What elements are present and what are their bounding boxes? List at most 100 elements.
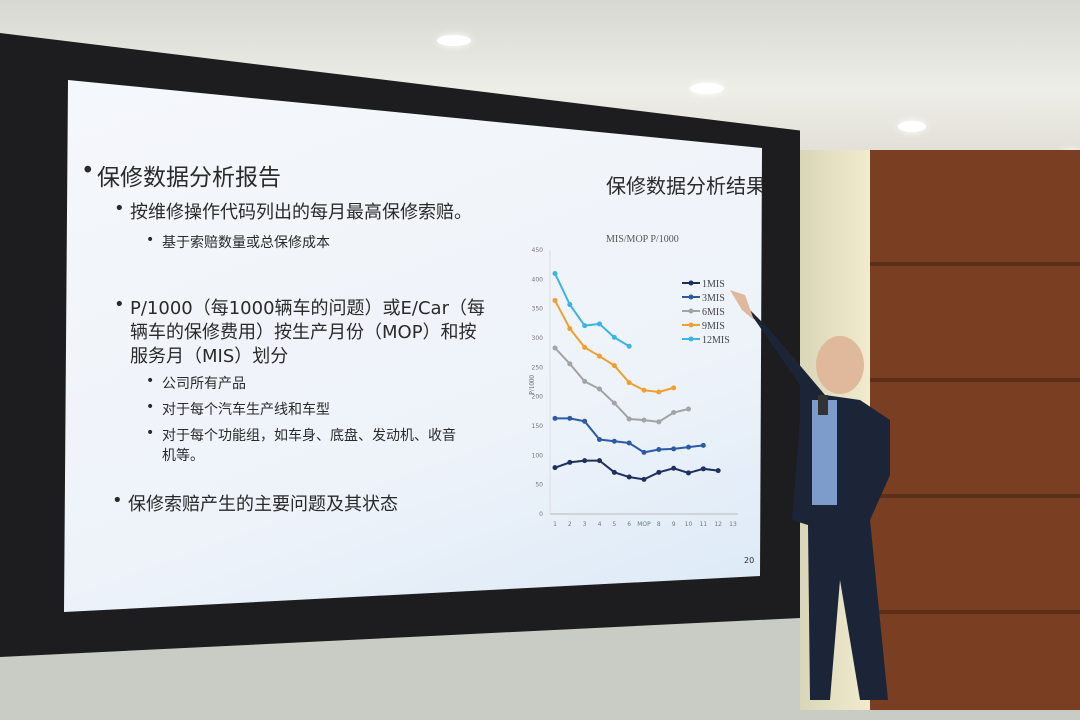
- slide-right-heading: 保修数据分析结果: [606, 174, 766, 198]
- x-tick-label: 1: [553, 521, 557, 528]
- data-point-12MIS: [567, 302, 573, 308]
- y-tick-label: 50: [535, 482, 543, 489]
- data-point-1MIS: [715, 468, 721, 474]
- data-point-6MIS: [597, 386, 602, 392]
- x-tick-label: 10: [685, 521, 693, 528]
- data-point-3MIS: [567, 415, 573, 421]
- data-point-1MIS: [597, 458, 602, 464]
- bullet: 保修索赔产生的主要问题及其状态: [112, 490, 398, 516]
- data-point-9MIS: [567, 326, 573, 332]
- data-point-6MIS: [567, 361, 573, 367]
- data-point-1MIS: [567, 459, 573, 465]
- y-axis-label: P/1000: [528, 375, 536, 395]
- page-number: 20: [744, 556, 755, 565]
- line-chart: MIS/MOP P/1000 P/1000 0 50 100 150 200 250 300…: [528, 234, 738, 528]
- x-tick-label: 12: [714, 521, 722, 528]
- x-tick-label: 6: [627, 521, 631, 528]
- data-point-1MIS: [686, 470, 691, 476]
- data-point-1MIS: [656, 469, 662, 475]
- chart-title: MIS/MOP P/1000: [606, 234, 679, 245]
- data-point-1MIS: [626, 474, 632, 480]
- data-point-6MIS: [686, 406, 691, 412]
- series-line-3MIS: [555, 417, 704, 454]
- data-point-6MIS: [611, 400, 617, 406]
- data-point-9MIS: [641, 387, 647, 393]
- bullet: P/1000（每1000辆车的问题）或E/Car（每: [114, 294, 485, 320]
- sub-bullet: 对于每个汽车生产线和车型: [146, 399, 330, 419]
- data-point-3MIS: [611, 438, 617, 444]
- data-point-3MIS: [626, 440, 632, 446]
- x-tick-label: 9: [672, 521, 676, 528]
- ceiling-light: [690, 83, 724, 94]
- y-tick-label: 350: [532, 306, 544, 313]
- data-point-9MIS: [552, 297, 558, 303]
- legend-label: 12MIS: [702, 335, 730, 346]
- data-point-3MIS: [671, 446, 677, 452]
- data-point-3MIS: [656, 446, 662, 452]
- data-point-1MIS: [700, 466, 706, 472]
- legend-label: 6MIS: [702, 307, 725, 318]
- sub-bullet: 对于每个功能组，如车身、底盘、发动机、收音: [146, 425, 456, 445]
- x-tick-label: 8: [657, 521, 661, 528]
- legend-marker: [688, 336, 694, 342]
- sub-bullet-continued: 机等。: [162, 448, 204, 464]
- data-point-9MIS: [597, 353, 602, 359]
- data-point-9MIS: [626, 380, 632, 386]
- y-tick-label: 100: [532, 452, 544, 459]
- y-tick-label: 0: [539, 511, 543, 518]
- bullet-continued: 辆车的保修费用）按生产月份（MOP）和按: [130, 322, 477, 343]
- series-line-1MIS: [554, 459, 719, 481]
- data-point-1MIS: [671, 465, 677, 471]
- x-tick-label: 2: [568, 521, 572, 528]
- data-point-12MIS: [626, 343, 632, 349]
- y-tick-label: 400: [532, 276, 544, 283]
- data-point-6MIS: [552, 345, 558, 351]
- data-point-12MIS: [597, 321, 602, 327]
- data-point-3MIS: [641, 449, 647, 455]
- legend-label: 3MIS: [702, 293, 725, 304]
- data-point-1MIS: [641, 476, 647, 482]
- x-tick-label: MOP: [637, 521, 651, 528]
- data-point-1MIS: [611, 469, 617, 475]
- wood-panel-wall: [870, 150, 1080, 710]
- series-line-12MIS: [554, 273, 630, 348]
- data-point-1MIS: [582, 458, 588, 464]
- slide-heading: 保修数据分析报告: [81, 158, 281, 192]
- sub-bullet: 公司所有产品: [146, 373, 246, 393]
- data-point-6MIS: [582, 378, 588, 384]
- data-point-12MIS: [582, 323, 588, 329]
- data-point-3MIS: [552, 415, 558, 421]
- data-point-3MIS: [597, 436, 602, 442]
- bullet: 按维修操作代码列出的每月最高保修索赔。: [114, 198, 472, 224]
- y-tick-label: 450: [532, 247, 544, 254]
- x-tick-label: 11: [700, 521, 708, 528]
- data-point-6MIS: [641, 417, 647, 423]
- series-line-9MIS: [554, 299, 674, 393]
- legend-label: 9MIS: [702, 321, 725, 332]
- x-tick-label: 5: [612, 521, 616, 528]
- ceiling-light: [898, 121, 926, 132]
- x-tick-label: 4: [598, 521, 602, 528]
- y-tick-label: 250: [532, 364, 544, 371]
- data-point-9MIS: [582, 344, 588, 350]
- legend-marker: [688, 294, 694, 300]
- legend-marker: [688, 322, 694, 328]
- legend-label: 1MIS: [702, 279, 725, 290]
- legend-marker: [688, 280, 694, 286]
- presenter: [730, 290, 890, 700]
- data-point-12MIS: [552, 270, 558, 276]
- ceiling-light: [437, 35, 471, 46]
- data-point-3MIS: [686, 444, 691, 450]
- y-tick-label: 300: [532, 335, 544, 342]
- data-point-3MIS: [582, 418, 588, 424]
- data-point-9MIS: [656, 389, 662, 395]
- x-tick-label: 3: [583, 521, 587, 528]
- data-point-9MIS: [611, 363, 617, 369]
- sub-bullet: 基于索赔数量或总保修成本: [146, 232, 330, 252]
- series-line-6MIS: [554, 347, 689, 423]
- data-point-1MIS: [552, 465, 558, 471]
- data-point-6MIS: [656, 419, 662, 425]
- legend-marker: [688, 308, 694, 314]
- data-point-3MIS: [700, 442, 706, 448]
